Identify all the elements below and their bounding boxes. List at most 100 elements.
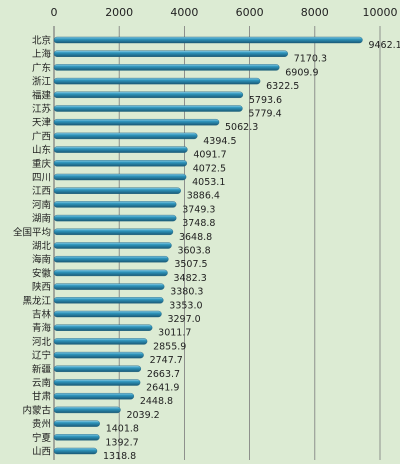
bar: [53, 173, 187, 181]
bar: [53, 132, 198, 140]
value-label: 4091.7: [193, 150, 226, 161]
category-label: 海南: [32, 254, 51, 266]
value-label: 2747.7: [150, 355, 183, 366]
value-label: 3603.8: [177, 246, 210, 257]
category-label: 全国平均: [13, 226, 51, 238]
bar: [53, 91, 244, 99]
bar: [53, 118, 220, 126]
x-tick-label: 8000: [301, 6, 329, 19]
value-label: 9462.1: [368, 40, 400, 51]
category-label: 重庆: [32, 158, 52, 170]
value-label: 2448.8: [140, 396, 173, 407]
value-labels: 9462.1 7170.3 6909.9 6322.5 5793.6 5779.4 5062…: [103, 40, 400, 462]
bar: [53, 269, 168, 277]
category-label: 江苏: [32, 103, 52, 115]
category-label: 河北: [32, 336, 52, 348]
bar: [53, 146, 188, 153]
bar: [53, 64, 280, 71]
value-label: 5779.4: [248, 109, 281, 120]
category-label: 广西: [32, 130, 51, 142]
value-label: 6322.5: [266, 81, 299, 92]
category-label: 河南: [32, 199, 51, 211]
bar: [53, 160, 187, 167]
bar: [53, 77, 261, 85]
bar: [53, 256, 169, 263]
category-label: 云南: [32, 377, 51, 389]
bar: [53, 379, 141, 386]
category-label: 江西: [32, 186, 51, 197]
value-label: 2855.9: [153, 341, 186, 352]
category-label: 宁夏: [32, 432, 52, 444]
bar: [53, 447, 98, 455]
category-label: 吉林: [32, 309, 52, 321]
bar: [53, 201, 177, 208]
value-label: 1318.8: [103, 451, 136, 462]
bar: [53, 365, 142, 372]
category-label: 山西: [32, 447, 51, 458]
category-label: 福建: [32, 89, 52, 101]
category-label: 上海: [32, 48, 52, 60]
value-label: 4072.5: [193, 163, 226, 174]
value-label: 2663.7: [147, 369, 180, 380]
bar: [53, 324, 153, 331]
x-tick-label: 0: [51, 6, 58, 19]
bar: [53, 338, 148, 345]
x-tick-label: 6000: [236, 6, 264, 19]
category-label: 湖北: [32, 241, 52, 252]
category-label: 青海: [32, 322, 52, 334]
value-label: 2039.2: [126, 410, 159, 421]
category-label: 四川: [32, 173, 51, 184]
bar: [53, 228, 174, 236]
category-label: 安徽: [32, 267, 52, 279]
bar: [53, 187, 181, 194]
bar: [53, 283, 165, 290]
category-label: 贵州: [32, 418, 51, 430]
bar: [53, 434, 100, 441]
value-label: 3749.3: [182, 204, 215, 215]
x-tick-label: 2000: [105, 6, 133, 19]
category-label: 湖南: [32, 213, 51, 225]
value-label: 3507.5: [174, 259, 207, 270]
value-label: 4053.1: [192, 177, 225, 188]
value-label: 7170.3: [294, 54, 327, 65]
bar: [53, 36, 363, 44]
value-label: 3297.0: [167, 314, 200, 325]
value-label: 3353.0: [169, 300, 202, 311]
bar: [53, 310, 162, 318]
value-label: 3748.8: [182, 218, 215, 229]
value-label: 1392.7: [105, 437, 138, 448]
category-label: 新疆: [32, 363, 52, 375]
value-label: 3482.3: [174, 273, 207, 284]
category-label: 甘肃: [32, 391, 51, 403]
value-label: 5062.3: [225, 122, 258, 133]
category-label: 山东: [32, 144, 51, 156]
category-label: 广东: [32, 62, 51, 74]
bars: [53, 36, 363, 455]
category-label: 辽宁: [32, 350, 51, 362]
value-label: 3011.7: [158, 328, 191, 339]
bar: [53, 105, 243, 112]
bar: [53, 420, 100, 427]
category-label: 天津: [32, 118, 52, 129]
category-label: 浙江: [32, 76, 52, 88]
value-label: 3380.3: [170, 287, 203, 298]
x-tick-label: 4000: [170, 6, 198, 19]
x-tick-labels: 0 2000 4000 6000 8000 10000: [51, 6, 398, 19]
value-label: 5793.6: [249, 95, 282, 106]
bar: [53, 297, 164, 304]
value-label: 4394.5: [203, 136, 236, 147]
category-labels: 北京上海广东浙江福建江苏天津广西山东重庆四川江西河南湖南全国平均湖北海南安徽陕西…: [13, 35, 52, 458]
bar: [53, 406, 121, 414]
value-label: 3648.8: [179, 232, 212, 243]
bar: [53, 242, 172, 249]
category-label: 陕西: [32, 281, 51, 293]
bar: [53, 214, 177, 222]
bar: [53, 393, 135, 400]
category-label: 黑龙江: [22, 295, 51, 307]
bar: [53, 50, 288, 57]
value-label: 6909.9: [285, 67, 318, 78]
value-label: 1401.8: [106, 424, 139, 435]
bar: [53, 351, 144, 359]
category-label: 内蒙古: [22, 404, 51, 416]
